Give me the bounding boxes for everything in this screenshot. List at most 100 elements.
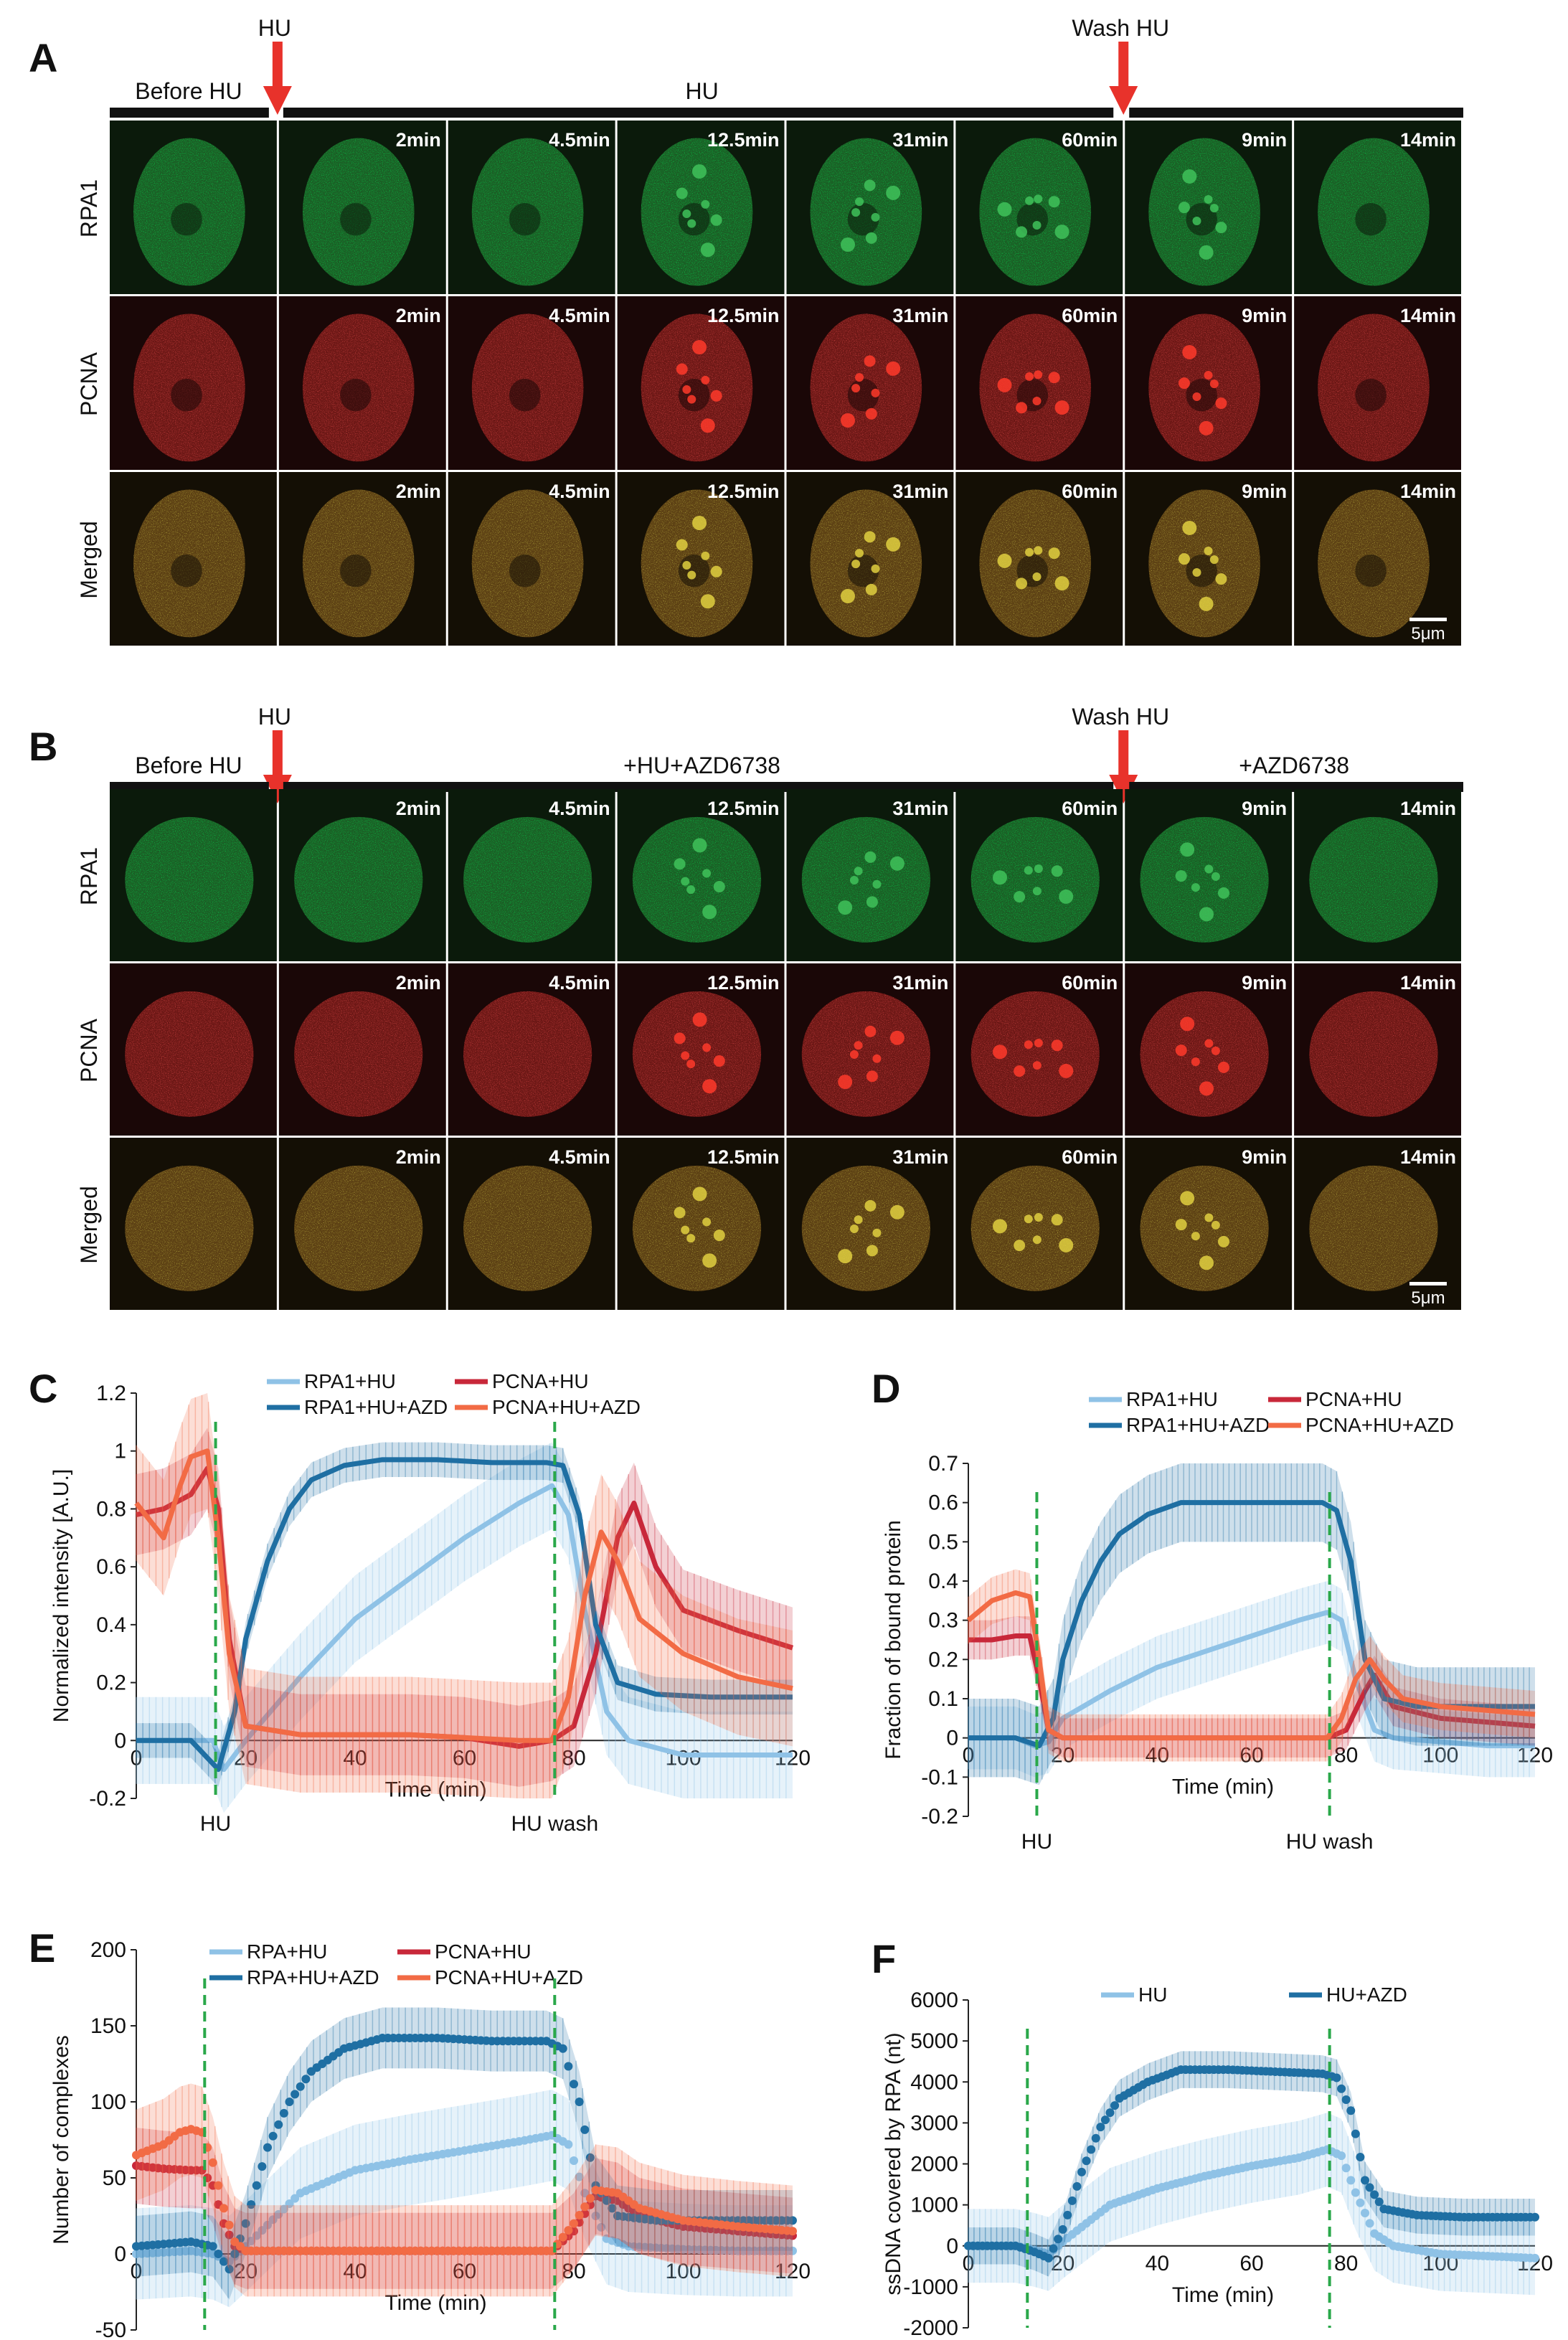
nucleus-texture bbox=[970, 816, 1100, 943]
focus-spot bbox=[1059, 889, 1074, 904]
focus-spot bbox=[701, 551, 710, 560]
data-point bbox=[580, 2125, 590, 2134]
chart-C: C-0.200.20.40.60.811.20 20 40 60 80 100 120Tim… bbox=[29, 1366, 811, 1836]
time-label: 12.5min bbox=[707, 972, 780, 994]
x-tick-label: 60 bbox=[1239, 1744, 1263, 1768]
focus-spot bbox=[849, 1224, 859, 1233]
focus-spot bbox=[702, 869, 712, 878]
micrograph-cell: 31min bbox=[786, 472, 954, 646]
nucleus-texture bbox=[125, 1165, 254, 1291]
time-label: 12.5min bbox=[707, 481, 780, 502]
panel-label: B bbox=[29, 724, 57, 769]
nucleus-texture bbox=[801, 816, 930, 943]
panel-label: E bbox=[29, 1925, 55, 1971]
focus-spot bbox=[1059, 1063, 1074, 1078]
x-axis-label: Time (min) bbox=[384, 1778, 486, 1801]
series-line bbox=[136, 1457, 793, 1773]
x-tick-label: 120 bbox=[775, 2260, 811, 2283]
focus-spot bbox=[1048, 196, 1060, 208]
micrograph-cell: 14min bbox=[1294, 472, 1461, 646]
time-label: 4.5min bbox=[549, 305, 610, 326]
focus-spot bbox=[1054, 225, 1069, 240]
focus-spot bbox=[1209, 379, 1219, 389]
data-point bbox=[1337, 2084, 1346, 2093]
error-band bbox=[968, 1581, 1535, 1778]
y-tick-label: 0 bbox=[946, 1727, 958, 1750]
data-point bbox=[208, 2242, 217, 2251]
focus-spot bbox=[1032, 1235, 1042, 1245]
time-label: 60min bbox=[1062, 129, 1118, 151]
focus-spot bbox=[1175, 870, 1187, 882]
micrograph-cell: 2min bbox=[278, 472, 446, 646]
focus-spot bbox=[993, 870, 1008, 885]
focus-spot bbox=[1204, 546, 1213, 555]
focus-spot bbox=[692, 339, 707, 354]
nucleus-texture bbox=[463, 1165, 592, 1291]
data-point bbox=[1332, 2073, 1341, 2082]
focus-spot bbox=[1178, 553, 1190, 565]
time-label: 31min bbox=[892, 305, 948, 326]
x-tick-label: 20 bbox=[1051, 2252, 1075, 2275]
data-point bbox=[564, 2140, 573, 2149]
y-tick-label: 1000 bbox=[910, 2194, 958, 2217]
time-label: 14min bbox=[1400, 972, 1456, 994]
data-point bbox=[1091, 2133, 1100, 2143]
focus-spot bbox=[1182, 344, 1197, 359]
data-point bbox=[575, 2098, 584, 2106]
time-label: 9min bbox=[1242, 798, 1287, 819]
focus-spot bbox=[854, 867, 863, 876]
data-point bbox=[575, 2210, 584, 2219]
micrograph-cell: 12.5min bbox=[617, 472, 785, 646]
data-point bbox=[570, 2156, 578, 2165]
data-point bbox=[1356, 2152, 1365, 2161]
data-point bbox=[1346, 2176, 1356, 2185]
time-label: 9min bbox=[1242, 305, 1287, 326]
micrograph-cell: 2min bbox=[278, 296, 446, 470]
legend-label: PCNA+HU bbox=[492, 1370, 589, 1392]
data-point bbox=[788, 2227, 797, 2236]
focus-spot bbox=[838, 1075, 853, 1090]
data-point bbox=[1058, 2225, 1067, 2234]
x-tick-label: 80 bbox=[1334, 1744, 1358, 1768]
data-point bbox=[1082, 2156, 1091, 2166]
row-label-pcna: PCNA bbox=[76, 352, 102, 416]
focus-spot bbox=[1204, 370, 1213, 379]
panel-A: A HU Wash HU Before HU HU RPA1 2min 4.5min 12.5m… bbox=[29, 15, 1463, 646]
bar-label-before: Before HU bbox=[135, 753, 242, 778]
focus-spot bbox=[1180, 842, 1195, 857]
x-tick-label: 100 bbox=[1422, 1744, 1458, 1768]
focus-spot bbox=[872, 1054, 882, 1063]
data-point bbox=[214, 2250, 223, 2258]
x-tick-label: 80 bbox=[562, 2260, 585, 2283]
y-tick-label: 0.6 bbox=[96, 1555, 126, 1579]
focus-spot bbox=[841, 237, 856, 252]
data-point bbox=[788, 2216, 797, 2225]
focus-spot bbox=[702, 1217, 712, 1227]
x-tick-label: 120 bbox=[775, 1746, 811, 1770]
wash-arrow-icon bbox=[1109, 42, 1138, 115]
time-label: 9min bbox=[1242, 1146, 1287, 1168]
micrograph-cell bbox=[110, 1138, 277, 1310]
focus-spot bbox=[1192, 217, 1201, 226]
x-tick-label: 100 bbox=[665, 2260, 701, 2283]
focus-spot bbox=[851, 560, 861, 569]
focus-spot bbox=[676, 539, 688, 551]
focus-spot bbox=[687, 570, 696, 580]
x-tick-label: 80 bbox=[562, 1746, 585, 1770]
scale-bar-label: 5μm bbox=[1411, 1288, 1445, 1308]
nucleus-texture bbox=[125, 991, 254, 1117]
y-tick-label: 0 bbox=[946, 2235, 958, 2258]
focus-spot bbox=[1215, 222, 1227, 234]
micrograph-cell: 9min bbox=[1125, 121, 1293, 294]
micrograph-cell: 2min bbox=[278, 1138, 446, 1310]
micrograph-cell: 31min bbox=[786, 963, 954, 1136]
focus-spot bbox=[701, 199, 710, 209]
focus-spot bbox=[1032, 887, 1042, 896]
micrograph-cell: 4.5min bbox=[448, 121, 615, 294]
data-point bbox=[1370, 2190, 1379, 2199]
focus-spot bbox=[889, 1030, 905, 1045]
legend-label: HU+AZD bbox=[1326, 1983, 1407, 2006]
micrograph-cell: 2min bbox=[278, 963, 446, 1136]
focus-spot bbox=[674, 1032, 686, 1044]
data-point bbox=[1044, 2253, 1053, 2263]
